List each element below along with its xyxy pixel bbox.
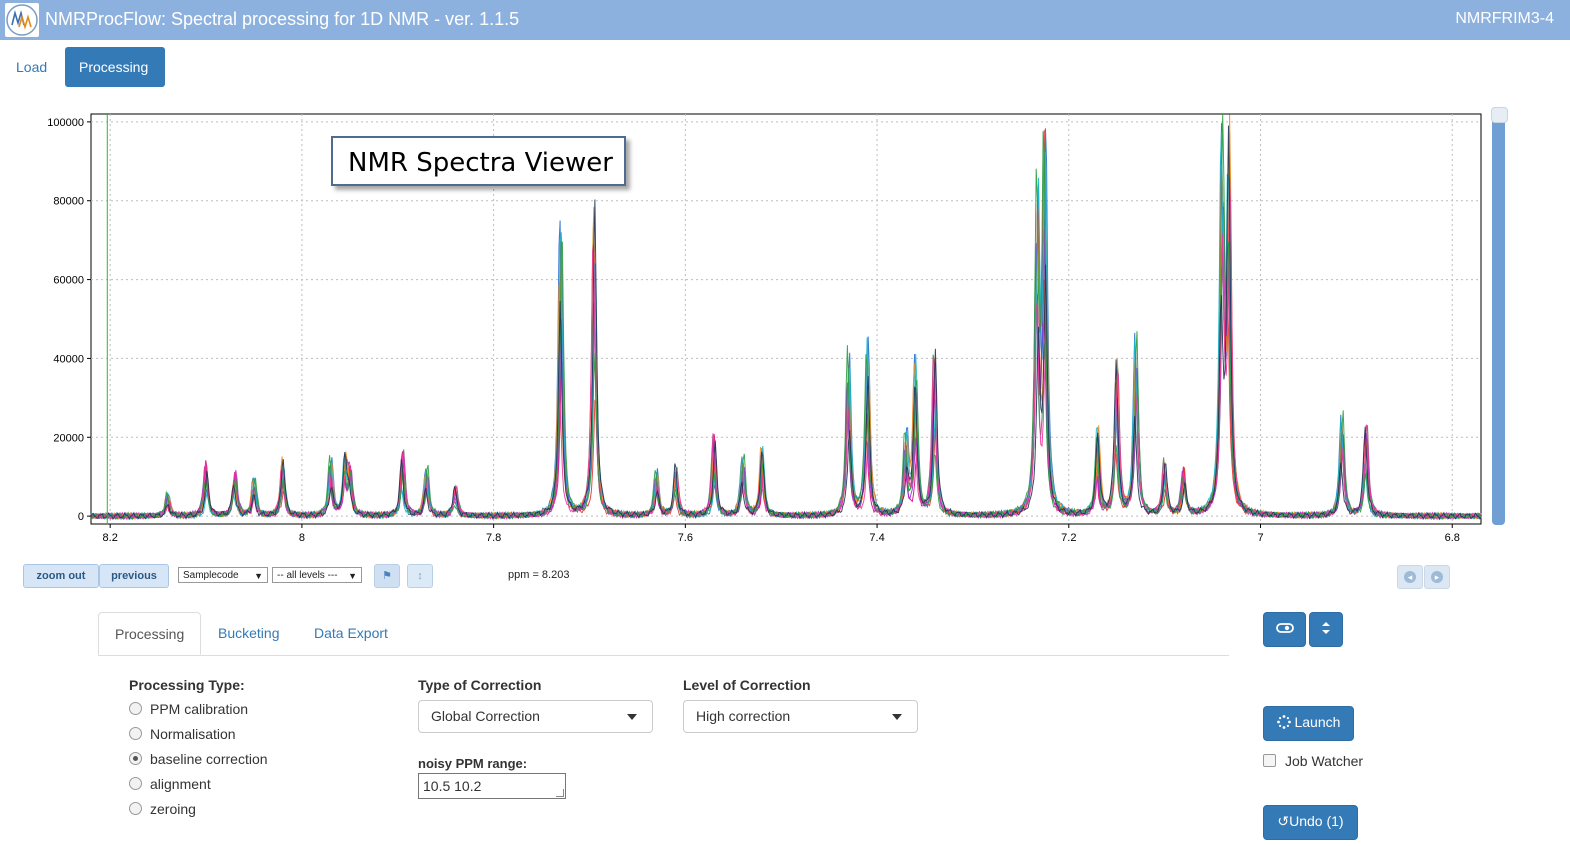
arrow-right-icon: ▸: [1431, 571, 1443, 583]
noisy-ppm-range-label: noisy PPM range:: [418, 756, 528, 771]
levels-select-value: -- all levels ---: [277, 570, 338, 581]
flag-toggle-button[interactable]: ⚑: [374, 564, 400, 588]
viewer-label: NMR Spectra Viewer: [331, 136, 626, 186]
spectrum-line: [90, 125, 1482, 521]
radio-zeroing[interactable]: zeroing: [129, 801, 196, 817]
radio-label: alignment: [150, 776, 211, 792]
levels-select[interactable]: -- all levels --- ▼: [272, 567, 362, 583]
tab-data-export[interactable]: Data Export: [314, 625, 388, 641]
y-tick-label: 80000: [53, 196, 84, 208]
radio-normalisation[interactable]: Normalisation: [129, 726, 236, 742]
radio-circle[interactable]: [129, 727, 142, 740]
tab-bucketing[interactable]: Bucketing: [218, 625, 280, 641]
y-tick-label: 100000: [47, 117, 84, 129]
y-tick-label: 0: [78, 511, 84, 523]
caret-down-icon: [627, 714, 637, 720]
radio-baseline-correction[interactable]: baseline correction: [129, 751, 268, 767]
app-title: NMRProcFlow: Spectral processing for 1D …: [45, 9, 520, 29]
spectrum-line: [90, 177, 1482, 521]
noisy-ppm-range-input[interactable]: 10.5 10.2: [418, 773, 566, 799]
link-icon: [1275, 623, 1294, 633]
job-watcher-label: Job Watcher: [1285, 753, 1364, 769]
y-tick-label: 20000: [53, 432, 84, 444]
x-tick-label: 7.2: [1061, 532, 1076, 544]
x-tick-label: 8.2: [103, 532, 118, 544]
zoom-out-button[interactable]: zoom out: [23, 564, 99, 588]
radio-circle[interactable]: [129, 777, 142, 790]
flag-icon: ⚑: [382, 570, 392, 582]
launch-button[interactable]: Launch: [1263, 706, 1354, 741]
radio-ppm-calibration[interactable]: PPM calibration: [129, 701, 248, 717]
level-of-correction-value: High correction: [696, 708, 791, 724]
sort-icon: [1322, 622, 1330, 634]
x-tick-label: 6.8: [1445, 532, 1460, 544]
factor-select[interactable]: Samplecode ▼: [178, 567, 268, 583]
updown-arrow-icon: ↕: [417, 570, 423, 582]
level-of-correction-label: Level of Correction: [683, 677, 811, 693]
slider-handle[interactable]: [1491, 107, 1508, 123]
type-of-correction-label: Type of Correction: [418, 677, 542, 693]
ppm-readout: ppm = 8.203: [508, 569, 570, 581]
type-of-correction-select[interactable]: Global Correction: [418, 700, 653, 733]
radio-label: baseline correction: [150, 751, 268, 767]
x-tick-label: 7.8: [486, 532, 501, 544]
x-tick-label: 7.6: [678, 532, 693, 544]
caret-down-icon: [892, 714, 902, 720]
radio-circle[interactable]: [129, 752, 142, 765]
type-of-correction-value: Global Correction: [431, 708, 540, 724]
undo-label: Undo (1): [1289, 813, 1344, 829]
tab-processing[interactable]: Processing: [98, 612, 201, 655]
chevron-down-icon: ▼: [254, 571, 263, 581]
previous-button[interactable]: previous: [99, 564, 169, 588]
level-of-correction-select[interactable]: High correction: [683, 700, 918, 733]
x-tick-label: 7: [1257, 532, 1263, 544]
spinner-icon: [1276, 715, 1291, 729]
nav-tab-load[interactable]: Load: [16, 59, 48, 75]
radio-alignment[interactable]: alignment: [129, 776, 211, 792]
x-tick-label: 7.4: [869, 532, 884, 544]
x-tick-label: 8: [299, 532, 305, 544]
sort-button[interactable]: [1309, 612, 1343, 647]
undo-icon: ↺: [1277, 813, 1290, 829]
radio-label: Normalisation: [150, 726, 236, 742]
radio-label: zeroing: [150, 801, 196, 817]
panel-tabs: Processing Bucketing Data Export: [98, 612, 1229, 656]
radio-circle[interactable]: [129, 702, 142, 715]
vertical-toggle-button[interactable]: ↕: [407, 564, 433, 588]
instance-name: NMRFRIM3-4: [1455, 10, 1554, 27]
noisy-ppm-range-value: 10.5 10.2: [423, 778, 482, 794]
launch-label: Launch: [1294, 714, 1341, 730]
factor-select-value: Samplecode: [183, 570, 239, 581]
plot-area: [90, 113, 1482, 525]
y-tick-label: 60000: [53, 275, 84, 287]
radio-circle[interactable]: [129, 802, 142, 815]
scroll-right-button[interactable]: ▸: [1424, 565, 1450, 589]
processing-type-label: Processing Type:: [129, 677, 245, 693]
undo-button[interactable]: ↺Undo (1): [1263, 805, 1358, 840]
spectra-chart[interactable]: 8.2 8 7.8 7.6 7.4 7.2 7 6.8 100000 80000 60000 4000…: [0, 100, 1500, 550]
radio-label: PPM calibration: [150, 701, 249, 717]
resize-grip-icon[interactable]: [556, 789, 564, 797]
nav-tab-processing[interactable]: Processing: [65, 47, 165, 87]
job-watcher-checkbox[interactable]: Job Watcher: [1263, 753, 1363, 769]
app-logo: [5, 3, 39, 37]
y-tick-label: 40000: [53, 353, 84, 365]
vertical-zoom-slider[interactable]: [1491, 107, 1508, 525]
checkbox-box[interactable]: [1263, 754, 1276, 767]
chevron-down-icon: ▼: [348, 571, 357, 581]
toggle-view-button[interactable]: [1263, 612, 1306, 647]
arrow-left-icon: ◂: [1404, 571, 1416, 583]
scroll-left-button[interactable]: ◂: [1397, 565, 1423, 589]
title-bar: NMRProcFlow: Spectral processing for 1D …: [0, 0, 1570, 40]
